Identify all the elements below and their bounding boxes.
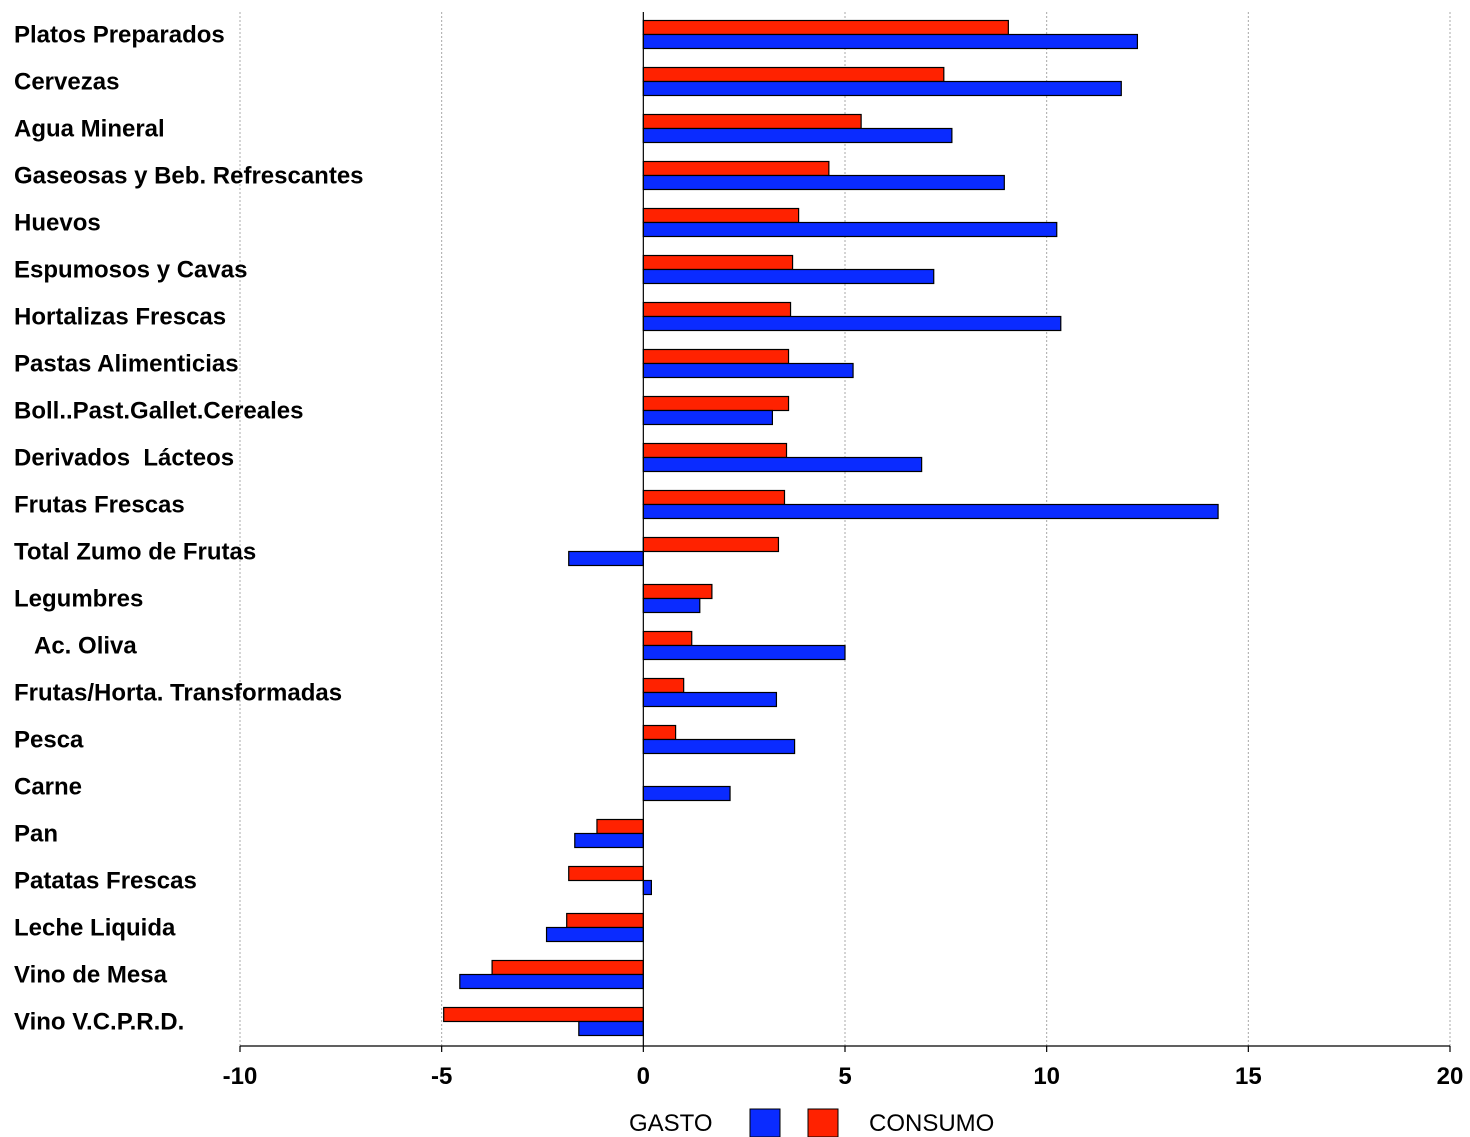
- bar-consumo-espumosos-y-cavas: [642, 254, 794, 271]
- x-tick-label-15: 15: [1235, 1063, 1262, 1090]
- category-label-agua-mineral: Agua Mineral: [14, 116, 165, 143]
- x-tick-label-20: 20: [1437, 1063, 1464, 1090]
- bar-gasto-pastas-alimenticias: [642, 362, 854, 379]
- category-label-pan: Pan: [14, 821, 58, 848]
- category-label-frutas-horta-transformadas: Frutas/Horta. Transformadas: [14, 680, 342, 707]
- category-label-gaseosas-y-beb-refrescantes: Gaseosas y Beb. Refrescantes: [14, 163, 364, 190]
- legend-swatch-gasto: [749, 1108, 781, 1137]
- axes: [239, 12, 1451, 1052]
- bar-gasto-leche-liquida: [545, 926, 644, 943]
- bar-consumo-boll-past-gallet-cereales: [642, 395, 790, 412]
- gridlines: [239, 12, 1451, 1046]
- bar-consumo-huevos: [642, 207, 800, 224]
- bar-consumo-ac-oliva: [642, 630, 693, 647]
- bar-consumo-hortalizas-frescas: [642, 301, 792, 318]
- category-label-ac-oliva: Ac. Oliva: [14, 633, 137, 660]
- category-label-boll-past-gallet-cereales: Boll..Past.Gallet.Cereales: [14, 398, 303, 425]
- category-label-patatas-frescas: Patatas Frescas: [14, 868, 197, 895]
- category-label-legumbres: Legumbres: [14, 586, 143, 613]
- bar-consumo-total-zumo-de-frutas: [642, 536, 780, 553]
- category-label-frutas-frescas: Frutas Frescas: [14, 492, 185, 519]
- category-label-vino-de-mesa: Vino de Mesa: [14, 962, 168, 989]
- legend: GASTO CONSUMO: [629, 1108, 994, 1137]
- legend-label-gasto: GASTO: [629, 1110, 713, 1137]
- bar-consumo-platos-preparados: [642, 19, 1009, 36]
- bar-consumo-vino-de-mesa: [491, 959, 644, 976]
- x-tick-label--10: -10: [223, 1063, 258, 1090]
- category-label-vino-v-c-p-r-d: Vino V.C.P.R.D.: [14, 1009, 184, 1036]
- bar-gasto-vino-v-c-p-r-d: [578, 1020, 644, 1037]
- bar-gasto-huevos: [642, 221, 1058, 238]
- category-label-cervezas: Cervezas: [14, 69, 119, 96]
- x-tick-label-0: 0: [637, 1063, 650, 1090]
- category-label-pastas-alimenticias: Pastas Alimenticias: [14, 351, 239, 378]
- bar-gasto-agua-mineral: [642, 127, 953, 144]
- bar-consumo-gaseosas-y-beb-refrescantes: [642, 160, 830, 177]
- category-label-leche-liquida: Leche Liquida: [14, 915, 176, 942]
- bar-consumo-legumbres: [642, 583, 713, 600]
- bar-gasto-pan: [574, 832, 644, 849]
- bar-gasto-frutas-horta-transformadas: [642, 691, 778, 708]
- bar-gasto-hortalizas-frescas: [642, 315, 1062, 332]
- x-tick-label-5: 5: [838, 1063, 851, 1090]
- bar-gasto-espumosos-y-cavas: [642, 268, 935, 285]
- bar-consumo-frutas-horta-transformadas: [642, 677, 685, 694]
- bar-gasto-pesca: [642, 738, 796, 755]
- bar-gasto-carne: [642, 785, 731, 802]
- bar-gasto-vino-de-mesa: [459, 973, 644, 990]
- category-label-pesca: Pesca: [14, 727, 84, 754]
- bar-gasto-frutas-frescas: [642, 503, 1219, 520]
- bar-gasto-derivados-lacteos: [642, 456, 923, 473]
- bar-consumo-vino-v-c-p-r-d: [443, 1006, 644, 1023]
- legend-label-consumo: CONSUMO: [869, 1110, 994, 1137]
- legend-swatch-consumo: [807, 1108, 839, 1137]
- bar-consumo-frutas-frescas: [642, 489, 786, 506]
- category-label-derivados-lacteos: Derivados Lácteos: [14, 445, 234, 472]
- category-labels: Platos Preparados Cervezas Agua Mineral Gas…: [14, 22, 364, 1036]
- bar-gasto-boll-past-gallet-cereales: [642, 409, 773, 426]
- bar-gasto-legumbres: [642, 597, 701, 614]
- x-tick-label-10: 10: [1033, 1063, 1060, 1090]
- bar-consumo-patatas-frescas: [568, 865, 644, 882]
- category-label-carne: Carne: [14, 774, 82, 801]
- bar-consumo-agua-mineral: [642, 113, 862, 130]
- bar-consumo-pesca: [642, 724, 677, 741]
- bar-consumo-leche-liquida: [566, 912, 644, 929]
- category-label-total-zumo-de-frutas: Total Zumo de Frutas: [14, 539, 256, 566]
- category-label-huevos: Huevos: [14, 210, 101, 237]
- bars: [443, 19, 1219, 1037]
- bar-gasto-cervezas: [642, 80, 1122, 97]
- bar-consumo-derivados-lacteos: [642, 442, 788, 459]
- bar-gasto-patatas-frescas: [642, 879, 652, 896]
- bar-gasto-ac-oliva: [642, 644, 846, 661]
- category-label-espumosos-y-cavas: Espumosos y Cavas: [14, 257, 247, 284]
- bar-gasto-platos-preparados: [642, 33, 1139, 50]
- category-label-hortalizas-frescas: Hortalizas Frescas: [14, 304, 226, 331]
- bar-consumo-pastas-alimenticias: [642, 348, 790, 365]
- bar-gasto-gaseosas-y-beb-refrescantes: [642, 174, 1005, 191]
- x-tick-label--5: -5: [431, 1063, 452, 1090]
- bar-consumo-pan: [596, 818, 644, 835]
- bar-gasto-total-zumo-de-frutas: [568, 550, 644, 567]
- bar-consumo-cervezas: [642, 66, 945, 83]
- category-label-platos-preparados: Platos Preparados: [14, 22, 225, 49]
- x-tick-labels: -10 -5 0 5 10 15 20: [223, 1063, 1464, 1090]
